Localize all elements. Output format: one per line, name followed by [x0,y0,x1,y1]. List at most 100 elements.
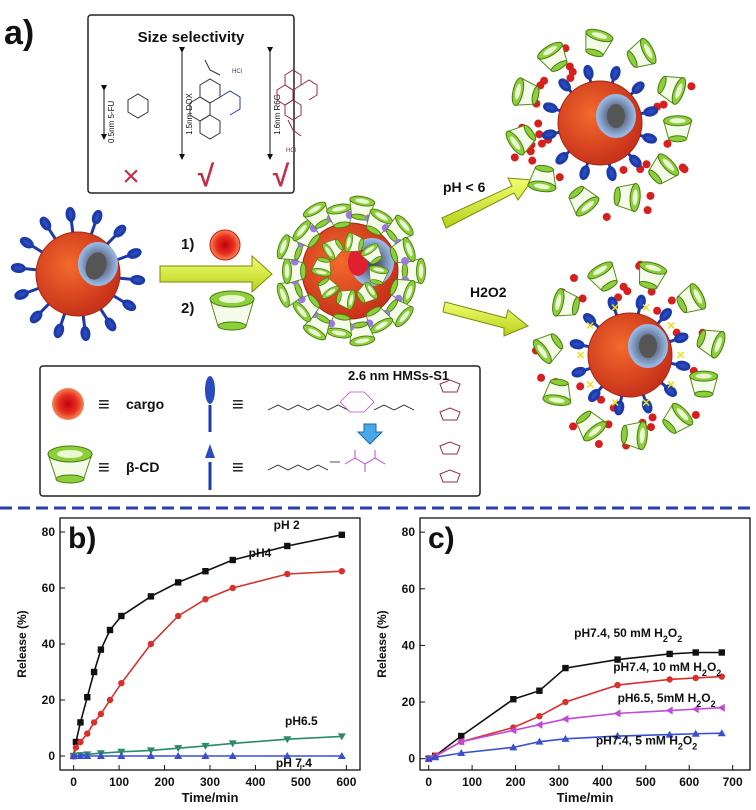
data-point [228,740,237,748]
data-point [431,753,440,761]
y-tick-label: 0 [408,752,415,766]
x-tick-label: 600 [336,775,356,789]
series-label: pH6.5, 5mM H2O2 [618,691,716,709]
legend-ferrocene-1 [439,379,461,421]
panel-label: b) [68,522,96,555]
x-tick-label: 700 [723,775,743,789]
released-cargo [528,156,537,165]
data-point [201,752,210,759]
cleavage-mark: ✕ [666,379,675,391]
step-1-label: 1) [181,236,194,253]
data-point [614,681,621,689]
stalk-tip [571,366,587,378]
stalk-tip [663,384,678,398]
h2o2-arrow [442,301,529,337]
y-tick-label: 80 [42,525,56,539]
data-point [97,646,105,653]
cleavage-mark: ✕ [666,321,675,333]
stalk-tip [675,360,691,371]
data-point [77,719,84,726]
cd-ring [389,236,416,264]
cd-ring [552,287,580,317]
series-line [72,534,342,757]
data-point [72,738,80,746]
stalk-tip [614,400,625,416]
cd-ring [360,243,383,265]
y-tick-label: 60 [42,581,56,595]
legend-cargo-label: cargo [126,396,164,412]
stalk-tip [14,289,29,300]
stalk-tip [541,129,557,140]
cd-ring [689,370,719,398]
data-point [283,752,292,759]
data-point [509,726,517,735]
data-point [147,593,155,600]
stalk-tip [607,296,619,312]
x-axis-label: Time/min [557,790,614,805]
data-point [202,568,209,575]
stalk-tip [39,216,52,231]
data-point [666,676,673,683]
chart-c: c) 0 100 200 300 400 500 600 700 0 20 40 60 80 Time/mi… [375,517,751,805]
y-tick-label: 20 [42,693,56,707]
series-line [73,735,342,757]
cd-ring [585,28,614,58]
data-point [337,733,346,741]
data-point [691,729,700,737]
condition-ph-label: pH < 6 [443,179,486,195]
cd-ring [696,329,726,359]
cd-ring [385,214,414,243]
cleavage-mark: ✕ [576,350,585,362]
cd-ring [511,77,540,106]
cd-ring [620,421,648,451]
data-point [174,745,183,753]
cd-ring [349,321,376,347]
cd-ring [292,219,321,248]
cd-ring [638,261,668,290]
cd-ring [336,289,356,310]
data-point [174,579,182,586]
data-point [90,668,98,676]
data-point [106,696,114,704]
cd-ring [532,333,564,364]
x-tick-label: 100 [109,775,129,789]
data-point [283,736,292,744]
r6g-hcl: HCl [286,148,296,154]
released-cargo [566,74,575,83]
stalk-tip [113,224,127,238]
size-mark-5fu: × [122,160,140,193]
cd-ring [537,41,568,72]
released-cargo [653,306,662,315]
data-point [691,705,699,714]
data-point [77,738,84,746]
series-label: pH 7.4 [276,756,312,770]
data-point [614,656,621,663]
cleavage-mark: ✕ [641,398,650,410]
data-point [146,752,155,759]
data-point [84,730,91,737]
y-tick-label: 40 [42,637,56,651]
cd-ring [648,153,680,185]
data-point [202,596,209,603]
panel-label: c) [428,522,455,555]
cd-ring [505,124,537,156]
data-point [509,743,518,751]
cd-ring [325,313,352,339]
stalk-tip [635,294,646,310]
data-point [147,640,155,648]
y-tick-label: 0 [48,749,55,763]
legend-equiv-3: ≡ [232,394,244,416]
stalk-tip [122,299,137,312]
stalk-tip [631,81,645,94]
data-point [718,649,725,656]
cd-ring [568,185,600,217]
series-label: pH 2 [274,518,300,532]
cd-ring [662,115,693,143]
released-cargo [597,395,606,404]
linker-dot [401,257,410,266]
data-point [536,713,543,720]
x-tick-label: 300 [549,775,569,789]
legend-linker-structure [267,391,415,471]
y-tick-label: 80 [402,525,416,539]
